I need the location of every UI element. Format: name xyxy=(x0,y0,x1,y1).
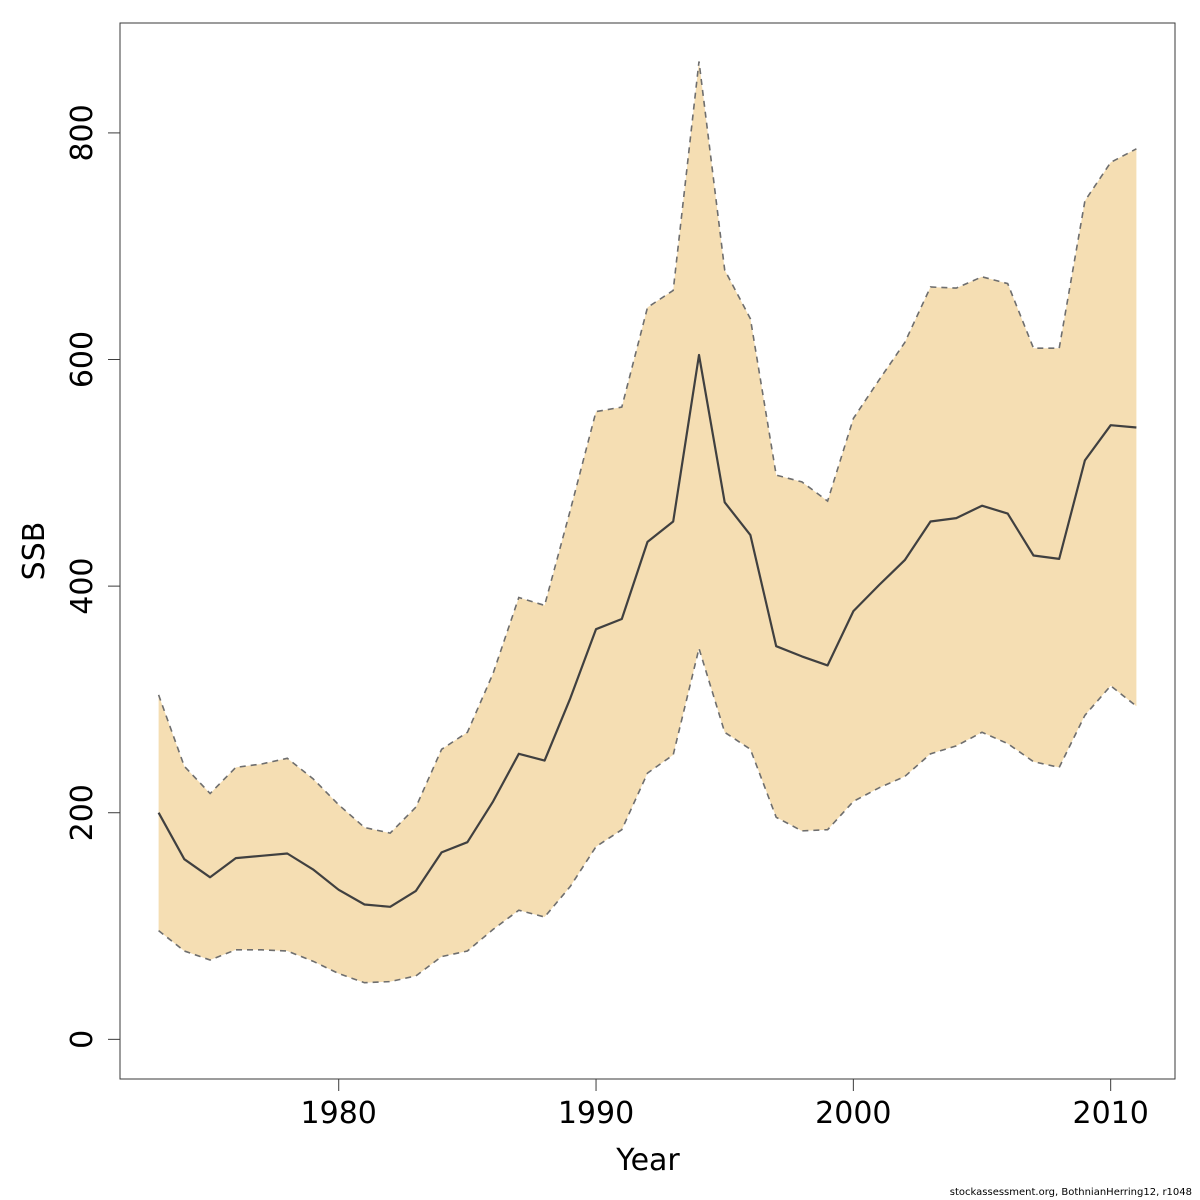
lower-bound-line xyxy=(158,645,1137,984)
x-tick-label: 1980 xyxy=(301,1096,377,1131)
x-axis-label: Year xyxy=(615,1143,680,1178)
x-tick-label: 2000 xyxy=(815,1096,891,1131)
x-tick-label: 2010 xyxy=(1072,1096,1148,1131)
source-credit: stockassessment.org, BothnianHerring12, … xyxy=(949,1187,1192,1198)
upper-bound-line xyxy=(157,61,1137,834)
y-tick-label: 600 xyxy=(65,331,100,388)
ssb-estimate-line xyxy=(157,353,1137,908)
y-tick-label: 400 xyxy=(65,557,100,614)
y-tick-label: 800 xyxy=(65,104,100,161)
y-axis: 0 200 400 600 800 xyxy=(65,104,121,1049)
y-tick-label: 200 xyxy=(65,784,100,841)
y-tick-label: 0 xyxy=(65,1030,100,1049)
y-axis-label: SSB xyxy=(17,522,52,581)
x-tick-label: 1990 xyxy=(558,1096,634,1131)
confidence-band xyxy=(158,61,1137,983)
x-axis: 1980 1990 2000 2010 xyxy=(301,1078,1149,1131)
